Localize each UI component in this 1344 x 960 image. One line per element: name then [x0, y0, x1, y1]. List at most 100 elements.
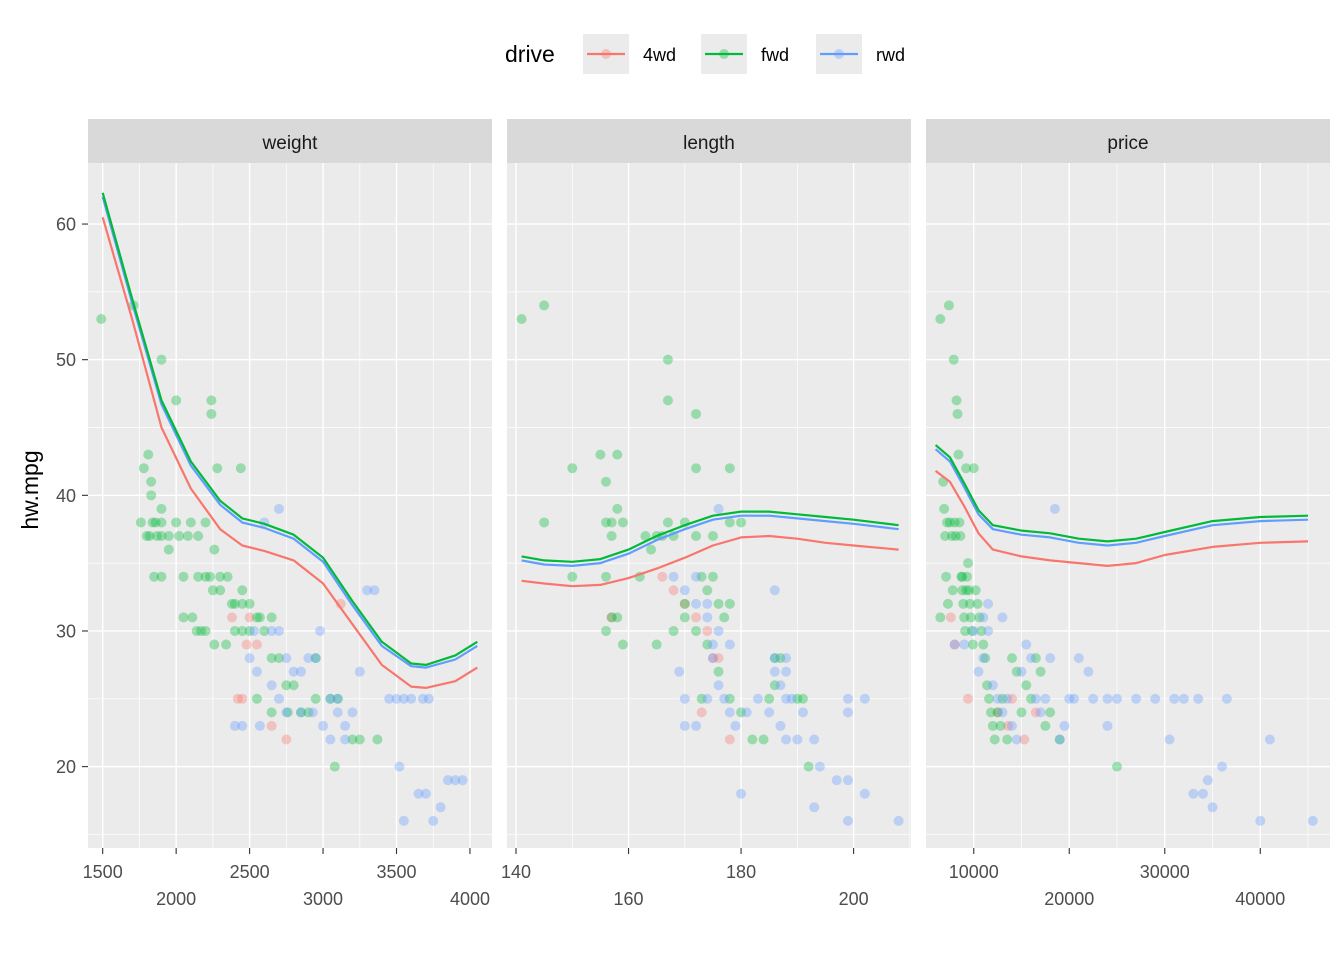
data-point-fwd [958, 598, 969, 609]
legend: drive 4wd fwd rwd [505, 34, 905, 74]
data-point-rwd [1164, 734, 1175, 745]
smooth-line-fwd [521, 510, 899, 563]
data-point-fwd [956, 571, 967, 582]
data-point-rwd [296, 666, 307, 677]
data-point-rwd [340, 720, 351, 731]
data-point-fwd [296, 707, 307, 718]
points-rwd [949, 503, 1318, 826]
data-point-4wd [707, 653, 718, 664]
data-point-fwd [601, 625, 612, 636]
data-point-fwd [1016, 707, 1027, 718]
data-point-fwd [960, 625, 971, 636]
data-point-rwd [724, 707, 735, 718]
data-point-fwd [171, 395, 182, 406]
data-point-rwd [1178, 693, 1189, 704]
y-axis-title: hw.mpg [17, 450, 43, 529]
data-point-fwd [372, 734, 383, 745]
panel-background [88, 163, 492, 848]
x-tick-label: 200 [839, 889, 869, 909]
data-point-fwd [539, 517, 550, 528]
data-point-fwd [961, 585, 972, 596]
data-point-fwd [640, 531, 651, 542]
data-point-rwd [764, 707, 775, 718]
data-point-rwd [457, 775, 468, 786]
data-point-fwd [966, 625, 977, 636]
data-point-fwd [193, 571, 204, 582]
data-point-rwd [959, 639, 970, 650]
data-point-fwd [1035, 666, 1046, 677]
data-point-fwd [143, 449, 154, 460]
data-point-fwd [209, 544, 220, 555]
data-point-fwd [668, 625, 679, 636]
data-point-4wd [1006, 693, 1017, 704]
data-point-rwd [1083, 666, 1094, 677]
data-point-rwd [775, 680, 786, 691]
data-point-fwd [617, 517, 628, 528]
data-point-rwd [237, 720, 248, 731]
data-point-rwd [417, 693, 428, 704]
data-point-fwd [984, 693, 995, 704]
data-point-rwd [1011, 734, 1022, 745]
data-point-fwd [972, 598, 983, 609]
data-point-rwd [398, 693, 409, 704]
points-4wd [606, 571, 735, 745]
data-point-fwd [935, 313, 946, 324]
data-point-rwd [1264, 734, 1275, 745]
data-point-fwd [797, 693, 808, 704]
data-point-fwd [200, 625, 211, 636]
data-point-fwd [707, 571, 718, 582]
data-point-fwd [266, 653, 277, 664]
data-point-fwd [747, 734, 758, 745]
data-point-rwd [1112, 693, 1123, 704]
points-4wd [226, 598, 346, 745]
data-point-rwd [1026, 653, 1037, 664]
data-point-rwd [1073, 653, 1084, 664]
data-point-rwd [968, 625, 979, 636]
data-point-fwd [944, 517, 955, 528]
data-point-fwd [943, 300, 954, 311]
data-point-fwd [196, 625, 207, 636]
data-point-fwd [303, 707, 314, 718]
data-point-fwd [156, 517, 167, 528]
data-point-fwd [1026, 693, 1037, 704]
data-point-rwd [310, 653, 321, 664]
data-point-4wd [702, 625, 713, 636]
data-point-rwd [983, 625, 994, 636]
data-point-fwd [171, 517, 182, 528]
data-point-fwd [974, 612, 985, 623]
smooth-line-4wd [934, 470, 1309, 567]
data-point-fwd [679, 612, 690, 623]
data-point-rwd [244, 653, 255, 664]
data-point-rwd [340, 734, 351, 745]
data-point-fwd [952, 408, 963, 419]
data-point-rwd [668, 571, 679, 582]
data-point-fwd [764, 693, 775, 704]
data-point-4wd [679, 598, 690, 609]
data-point-fwd [942, 598, 953, 609]
data-point-rwd [296, 707, 307, 718]
data-point-4wd [1030, 707, 1041, 718]
data-point-fwd [957, 571, 968, 582]
data-point-fwd [207, 585, 218, 596]
data-point-rwd [713, 625, 724, 636]
data-point-fwd [229, 598, 240, 609]
legend-label: 4wd [643, 45, 676, 65]
data-point-rwd [1193, 693, 1204, 704]
x-tick-label: 2500 [230, 862, 270, 882]
data-point-rwd [1049, 503, 1060, 514]
facet-strip [88, 119, 492, 163]
data-point-rwd [736, 788, 747, 799]
data-point-rwd [1088, 693, 1099, 704]
legend-key-point [719, 49, 729, 59]
data-point-fwd [146, 476, 157, 487]
points-rwd [668, 503, 904, 826]
data-point-rwd [752, 693, 763, 704]
data-point-fwd [702, 639, 713, 650]
data-point-fwd [204, 571, 215, 582]
data-point-fwd [259, 625, 270, 636]
data-point-fwd [702, 585, 713, 596]
data-point-rwd [442, 775, 453, 786]
data-point-rwd [713, 680, 724, 691]
x-tick-label: 20000 [1044, 889, 1094, 909]
